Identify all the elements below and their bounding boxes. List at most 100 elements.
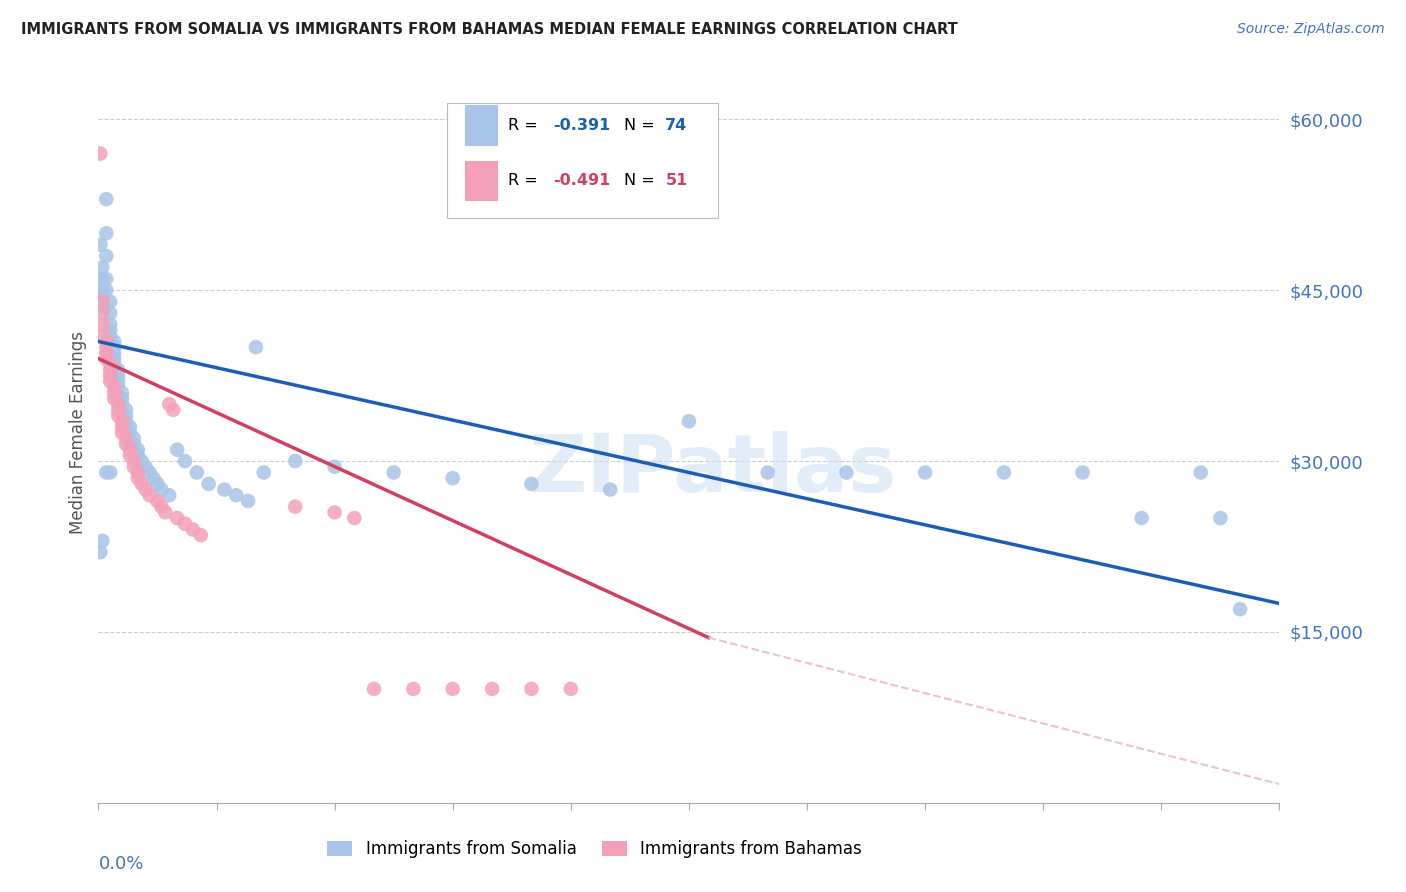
- Point: [89, 146, 111, 161]
- Point: [91, 294, 114, 309]
- Point: [91, 294, 114, 309]
- Point: [98, 368, 121, 383]
- Point: [343, 511, 366, 525]
- Point: [93, 301, 115, 315]
- Point: [138, 488, 160, 502]
- Point: [253, 466, 276, 480]
- Point: [138, 466, 160, 480]
- Point: [214, 483, 236, 497]
- Point: [284, 500, 307, 514]
- Text: R =: R =: [508, 173, 543, 188]
- Point: [166, 442, 188, 457]
- Point: [96, 227, 118, 241]
- Point: [127, 449, 149, 463]
- Point: [98, 323, 121, 337]
- Text: 51: 51: [665, 173, 688, 188]
- Point: [91, 318, 114, 332]
- Point: [166, 511, 188, 525]
- Point: [127, 471, 149, 485]
- Point: [111, 420, 134, 434]
- Point: [157, 397, 180, 411]
- Point: [118, 425, 141, 440]
- Point: [756, 466, 779, 480]
- Point: [127, 466, 149, 480]
- Point: [323, 505, 346, 519]
- Point: [197, 476, 219, 491]
- Point: [1209, 511, 1232, 525]
- Point: [89, 237, 111, 252]
- Point: [91, 533, 114, 548]
- Point: [107, 363, 129, 377]
- Point: [323, 459, 346, 474]
- Point: [91, 306, 114, 320]
- Point: [142, 471, 165, 485]
- Point: [1071, 466, 1094, 480]
- Point: [441, 681, 464, 696]
- Point: [122, 437, 145, 451]
- Point: [1229, 602, 1251, 616]
- Point: [91, 260, 114, 275]
- FancyBboxPatch shape: [464, 105, 498, 145]
- Point: [146, 494, 169, 508]
- Point: [107, 375, 129, 389]
- Point: [107, 397, 129, 411]
- Point: [122, 431, 145, 445]
- Point: [520, 476, 543, 491]
- Point: [115, 402, 138, 417]
- Point: [284, 454, 307, 468]
- Point: [103, 380, 125, 394]
- Point: [382, 466, 405, 480]
- Point: [115, 409, 138, 423]
- Text: N =: N =: [624, 118, 659, 133]
- Point: [1189, 466, 1212, 480]
- Point: [96, 192, 118, 206]
- Point: [98, 306, 121, 320]
- Point: [150, 483, 173, 497]
- Text: IMMIGRANTS FROM SOMALIA VS IMMIGRANTS FROM BAHAMAS MEDIAN FEMALE EARNINGS CORREL: IMMIGRANTS FROM SOMALIA VS IMMIGRANTS FR…: [21, 22, 957, 37]
- Point: [181, 523, 204, 537]
- Point: [91, 328, 114, 343]
- Point: [122, 459, 145, 474]
- Point: [678, 414, 700, 428]
- FancyBboxPatch shape: [447, 103, 718, 218]
- Point: [98, 375, 121, 389]
- Point: [135, 483, 157, 497]
- Point: [111, 385, 134, 400]
- Point: [225, 488, 247, 502]
- Point: [186, 466, 208, 480]
- Point: [150, 500, 173, 514]
- Point: [245, 340, 267, 354]
- Point: [89, 545, 111, 559]
- Point: [98, 357, 121, 371]
- Point: [157, 488, 180, 502]
- Point: [127, 442, 149, 457]
- Point: [103, 346, 125, 360]
- Point: [98, 318, 121, 332]
- Text: Source: ZipAtlas.com: Source: ZipAtlas.com: [1237, 22, 1385, 37]
- Point: [441, 471, 464, 485]
- Point: [103, 334, 125, 349]
- Point: [118, 442, 141, 457]
- Point: [107, 380, 129, 394]
- Point: [131, 476, 153, 491]
- Text: N =: N =: [624, 173, 659, 188]
- Point: [122, 454, 145, 468]
- Text: ZIPatlas: ZIPatlas: [529, 431, 897, 508]
- Point: [103, 340, 125, 354]
- Point: [131, 454, 153, 468]
- Point: [174, 454, 197, 468]
- Point: [115, 414, 138, 428]
- Point: [103, 351, 125, 366]
- Point: [520, 681, 543, 696]
- Point: [96, 249, 118, 263]
- Point: [236, 494, 259, 508]
- Point: [162, 402, 184, 417]
- Point: [91, 283, 114, 297]
- Point: [98, 363, 121, 377]
- Text: R =: R =: [508, 118, 543, 133]
- Point: [155, 505, 177, 519]
- Point: [98, 466, 121, 480]
- Point: [402, 681, 425, 696]
- Point: [363, 681, 385, 696]
- Point: [91, 289, 114, 303]
